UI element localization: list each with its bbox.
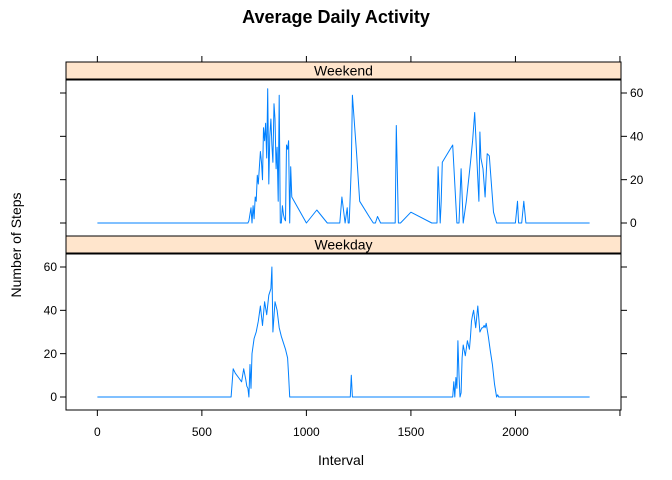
series-line-weekend	[97, 88, 590, 224]
y-tick-label: 60	[630, 86, 644, 100]
series-line-weekday	[97, 266, 590, 398]
x-tick-label: 1500	[398, 425, 425, 439]
strip-label: Weekend	[314, 63, 373, 79]
y-tick-label: 60	[44, 260, 58, 274]
x-tick-label: 2000	[502, 425, 529, 439]
y-tick-label: 0	[50, 390, 57, 404]
x-tick-label: 0	[94, 425, 101, 439]
strip-weekend	[65, 61, 622, 80]
strip-label: Weekday	[314, 237, 372, 253]
panel-weekday: Weekday 0 20 40 60	[44, 235, 627, 411]
panel-weekend: Weekend 0 20 40 60	[60, 61, 644, 237]
y-tick-label: 40	[630, 130, 644, 144]
x-tick-label: 1000	[293, 425, 320, 439]
x-axis-label: Interval	[318, 452, 364, 468]
y-tick-label: 40	[44, 304, 58, 318]
panel-frame	[65, 253, 622, 411]
y-tick-label: 20	[630, 173, 644, 187]
y-tick-label: 0	[630, 216, 637, 230]
plot-area: Weekend 0 20 40 60 Weekday 0 20 40 60 0 500 1000 1500…	[44, 56, 644, 439]
chart-title: Average Daily Activity	[242, 7, 430, 27]
strip-weekday	[65, 235, 622, 254]
y-axis-label: Number of Steps	[8, 192, 24, 297]
y-tick-label: 20	[44, 347, 58, 361]
x-tick-label: 500	[192, 425, 212, 439]
